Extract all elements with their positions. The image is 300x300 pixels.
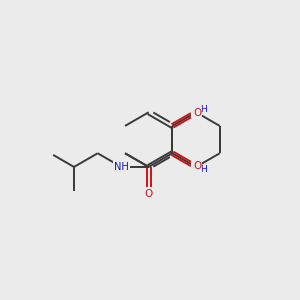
Text: N: N bbox=[192, 162, 200, 172]
Text: N: N bbox=[192, 107, 200, 117]
Text: NH: NH bbox=[114, 162, 129, 172]
Text: H: H bbox=[200, 105, 207, 114]
Text: O: O bbox=[193, 108, 201, 118]
Text: O: O bbox=[193, 161, 201, 171]
Text: O: O bbox=[145, 189, 153, 199]
Text: H: H bbox=[200, 165, 207, 174]
